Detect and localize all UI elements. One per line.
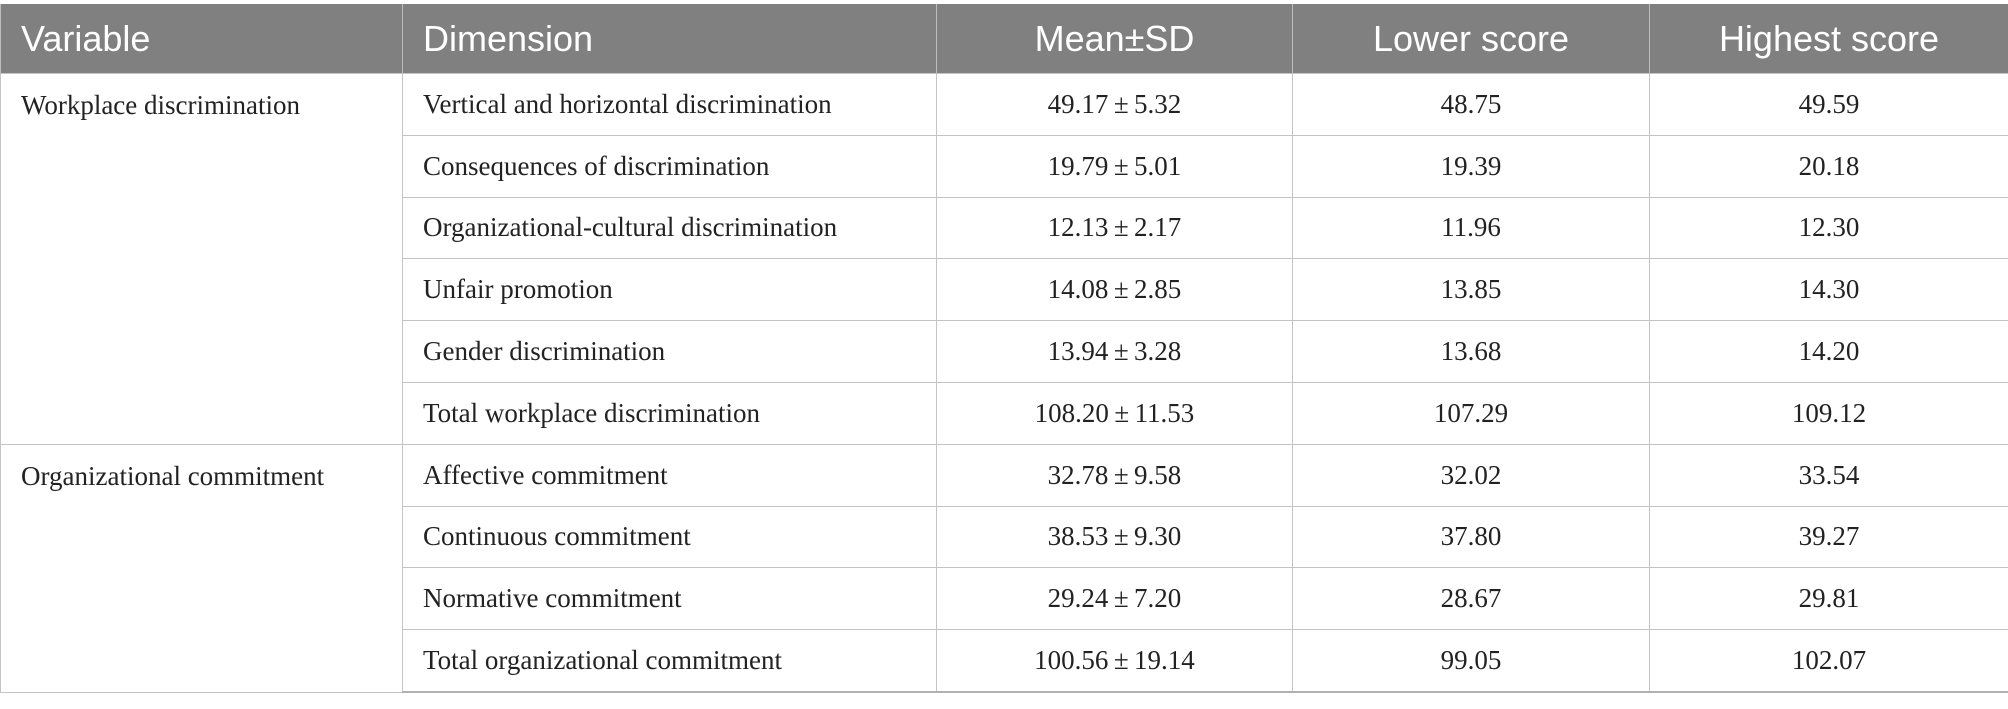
dimension-cell: Vertical and horizontal discrimination xyxy=(403,74,937,136)
dimension-cell: Affective commitment xyxy=(403,444,937,506)
lower-score-cell: 32.02 xyxy=(1293,444,1650,506)
lower-score-cell: 99.05 xyxy=(1293,630,1650,692)
mean-sd-cell: 100.56 ± 19.14 xyxy=(937,630,1293,692)
header-variable: Variable xyxy=(1,4,403,74)
highest-score-cell: 49.59 xyxy=(1650,74,2008,136)
highest-score-cell: 14.20 xyxy=(1650,321,2008,383)
variable-cell: Workplace discrimination xyxy=(1,74,403,445)
table-row: Workplace discrimination Vertical and ho… xyxy=(1,74,2008,136)
highest-score-cell: 12.30 xyxy=(1650,197,2008,259)
mean-sd-cell: 108.20 ± 11.53 xyxy=(937,382,1293,444)
lower-score-cell: 48.75 xyxy=(1293,74,1650,136)
mean-sd-cell: 12.13 ± 2.17 xyxy=(937,197,1293,259)
table-header: Variable Dimension Mean±SD Lower score H… xyxy=(1,4,2008,74)
highest-score-cell: 33.54 xyxy=(1650,444,2008,506)
highest-score-cell: 39.27 xyxy=(1650,506,2008,568)
highest-score-cell: 109.12 xyxy=(1650,382,2008,444)
dimension-cell: Total organizational commitment xyxy=(403,630,937,692)
highest-score-cell: 20.18 xyxy=(1650,135,2008,197)
table-body: Workplace discrimination Vertical and ho… xyxy=(1,74,2008,693)
dimension-cell: Total workplace discrimination xyxy=(403,382,937,444)
lower-score-cell: 28.67 xyxy=(1293,568,1650,630)
dimension-cell: Unfair promotion xyxy=(403,259,937,321)
mean-sd-cell: 38.53 ± 9.30 xyxy=(937,506,1293,568)
lower-score-cell: 107.29 xyxy=(1293,382,1650,444)
mean-sd-cell: 13.94 ± 3.28 xyxy=(937,321,1293,383)
highest-score-cell: 29.81 xyxy=(1650,568,2008,630)
lower-score-cell: 13.68 xyxy=(1293,321,1650,383)
lower-score-cell: 19.39 xyxy=(1293,135,1650,197)
dimension-cell: Consequences of discrimination xyxy=(403,135,937,197)
statistics-table: Variable Dimension Mean±SD Lower score H… xyxy=(0,4,2008,693)
dimension-cell: Gender discrimination xyxy=(403,321,937,383)
dimension-cell: Normative commitment xyxy=(403,568,937,630)
header-highest-score: Highest score xyxy=(1650,4,2008,74)
table-row: Organizational commitment Affective comm… xyxy=(1,444,2008,506)
mean-sd-cell: 49.17 ± 5.32 xyxy=(937,74,1293,136)
mean-sd-cell: 32.78 ± 9.58 xyxy=(937,444,1293,506)
variable-cell: Organizational commitment xyxy=(1,444,403,692)
header-mean-sd: Mean±SD xyxy=(937,4,1293,74)
header-dimension: Dimension xyxy=(403,4,937,74)
lower-score-cell: 11.96 xyxy=(1293,197,1650,259)
mean-sd-cell: 19.79 ± 5.01 xyxy=(937,135,1293,197)
dimension-cell: Organizational-cultural discrimination xyxy=(403,197,937,259)
highest-score-cell: 14.30 xyxy=(1650,259,2008,321)
header-lower-score: Lower score xyxy=(1293,4,1650,74)
mean-sd-cell: 29.24 ± 7.20 xyxy=(937,568,1293,630)
mean-sd-cell: 14.08 ± 2.85 xyxy=(937,259,1293,321)
lower-score-cell: 37.80 xyxy=(1293,506,1650,568)
lower-score-cell: 13.85 xyxy=(1293,259,1650,321)
highest-score-cell: 102.07 xyxy=(1650,630,2008,692)
dimension-cell: Continuous commitment xyxy=(403,506,937,568)
header-row: Variable Dimension Mean±SD Lower score H… xyxy=(1,4,2008,74)
